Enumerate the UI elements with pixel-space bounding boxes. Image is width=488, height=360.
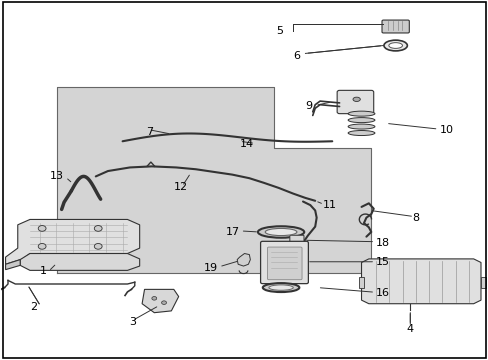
Polygon shape bbox=[142, 289, 178, 313]
Ellipse shape bbox=[388, 42, 402, 48]
Text: 2: 2 bbox=[30, 302, 37, 312]
Bar bbox=[480, 277, 485, 288]
Circle shape bbox=[38, 243, 46, 249]
FancyBboxPatch shape bbox=[267, 247, 302, 280]
Ellipse shape bbox=[347, 131, 374, 135]
Circle shape bbox=[152, 297, 157, 300]
Polygon shape bbox=[237, 253, 250, 266]
Bar bbox=[57, 148, 370, 273]
Polygon shape bbox=[5, 260, 20, 270]
Text: 17: 17 bbox=[225, 227, 239, 237]
Ellipse shape bbox=[264, 228, 296, 235]
Text: 6: 6 bbox=[293, 51, 300, 61]
Text: 4: 4 bbox=[406, 324, 413, 334]
Text: 3: 3 bbox=[128, 317, 136, 327]
Ellipse shape bbox=[257, 226, 304, 238]
Text: 11: 11 bbox=[322, 200, 336, 210]
Text: 12: 12 bbox=[174, 182, 188, 192]
Ellipse shape bbox=[347, 111, 374, 116]
FancyBboxPatch shape bbox=[260, 241, 308, 284]
Text: 18: 18 bbox=[375, 238, 389, 248]
Ellipse shape bbox=[347, 124, 374, 129]
FancyBboxPatch shape bbox=[289, 235, 304, 244]
Ellipse shape bbox=[262, 283, 299, 292]
Text: 7: 7 bbox=[145, 127, 153, 136]
Polygon shape bbox=[20, 253, 140, 270]
Circle shape bbox=[94, 243, 102, 249]
Circle shape bbox=[161, 301, 166, 305]
Text: 1: 1 bbox=[40, 266, 47, 276]
Text: 16: 16 bbox=[375, 288, 389, 298]
Text: 15: 15 bbox=[375, 257, 389, 267]
Text: 10: 10 bbox=[439, 125, 452, 135]
FancyBboxPatch shape bbox=[336, 90, 373, 114]
Circle shape bbox=[38, 226, 46, 231]
Ellipse shape bbox=[268, 285, 293, 290]
FancyBboxPatch shape bbox=[381, 20, 408, 33]
Text: 19: 19 bbox=[203, 263, 217, 273]
Polygon shape bbox=[5, 220, 140, 264]
Text: 9: 9 bbox=[305, 102, 312, 112]
Text: 13: 13 bbox=[50, 171, 64, 181]
Polygon shape bbox=[361, 259, 480, 304]
Text: 8: 8 bbox=[412, 213, 419, 222]
Text: 5: 5 bbox=[276, 26, 283, 36]
Bar bbox=[358, 277, 363, 288]
Bar bbox=[57, 87, 273, 148]
Ellipse shape bbox=[383, 40, 407, 51]
Ellipse shape bbox=[352, 97, 360, 102]
Text: 14: 14 bbox=[240, 139, 254, 149]
Circle shape bbox=[94, 226, 102, 231]
Ellipse shape bbox=[347, 118, 374, 123]
